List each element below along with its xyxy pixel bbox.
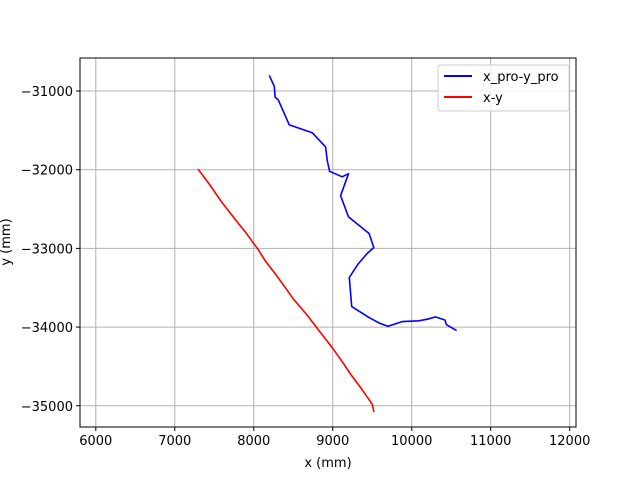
x-tick-label: 10000 <box>391 434 432 449</box>
y-tick-label: −32000 <box>21 164 73 179</box>
series-line-x_pro-y_pro <box>268 75 457 332</box>
y-tick-label: −34000 <box>21 321 73 336</box>
y-tick-label: −35000 <box>21 400 73 415</box>
y-tick-label: −33000 <box>21 242 73 257</box>
legend-label-x_pro-y_pro: x_pro-y_pro <box>483 70 559 85</box>
y-axis-label: y (mm) <box>0 218 14 265</box>
x-tick-label: 11000 <box>470 434 511 449</box>
x-tick-label: 12000 <box>549 434 590 449</box>
x-tick-label: 8000 <box>237 434 270 449</box>
x-tick-label: 6000 <box>79 434 112 449</box>
series-line-x-y <box>197 168 375 413</box>
legend: x_pro-y_pro x-y <box>437 64 570 112</box>
series-layer <box>197 75 457 413</box>
x-tick-label: 7000 <box>158 434 191 449</box>
plot-frame <box>79 57 577 428</box>
y-tick-label: −31000 <box>21 85 73 100</box>
legend-label-x-y: x-y <box>483 91 503 106</box>
axis-ticks: 6000 7000 8000 9000 10000 11000 12000 −31000 −32… <box>21 85 591 449</box>
x-axis-label: x (mm) <box>304 456 351 471</box>
x-tick-label: 9000 <box>316 434 349 449</box>
